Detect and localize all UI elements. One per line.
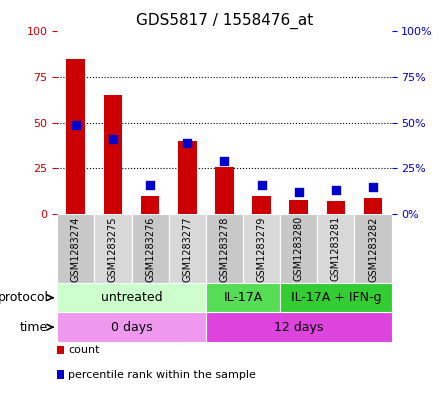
Bar: [243, 214, 280, 283]
Text: IL-17A: IL-17A: [224, 291, 263, 304]
Point: [72, 121, 79, 128]
Text: untreated: untreated: [101, 291, 162, 304]
Point: [332, 187, 339, 194]
Bar: [206, 283, 280, 312]
Bar: [57, 312, 206, 342]
Bar: [355, 214, 392, 283]
Point: [147, 182, 154, 188]
Point: [370, 184, 377, 190]
Bar: [206, 214, 243, 283]
Text: GSM1283279: GSM1283279: [257, 216, 267, 282]
Bar: [252, 196, 271, 214]
Bar: [215, 167, 234, 214]
Bar: [206, 312, 392, 342]
Bar: [364, 198, 382, 214]
Text: GSM1283275: GSM1283275: [108, 216, 118, 282]
Bar: [280, 214, 317, 283]
Point: [258, 182, 265, 188]
Point: [221, 158, 228, 164]
Text: GSM1283276: GSM1283276: [145, 216, 155, 282]
Text: GSM1283281: GSM1283281: [331, 216, 341, 281]
Bar: [94, 214, 132, 283]
Bar: [132, 214, 169, 283]
Bar: [57, 283, 206, 312]
Text: protocol: protocol: [0, 291, 48, 304]
Text: GSM1283280: GSM1283280: [294, 216, 304, 281]
Bar: [178, 141, 197, 214]
Text: 0 days: 0 days: [111, 321, 152, 334]
Point: [184, 140, 191, 146]
Bar: [290, 200, 308, 214]
Bar: [104, 95, 122, 214]
Text: 12 days: 12 days: [274, 321, 323, 334]
Text: GSM1283282: GSM1283282: [368, 216, 378, 282]
Text: time: time: [20, 321, 48, 334]
Point: [110, 136, 117, 142]
Text: count: count: [68, 345, 100, 355]
Text: IL-17A + IFN-g: IL-17A + IFN-g: [290, 291, 381, 304]
Text: GSM1283277: GSM1283277: [182, 216, 192, 282]
Bar: [317, 214, 355, 283]
Point: [295, 189, 302, 195]
Bar: [57, 214, 94, 283]
Text: GSM1283274: GSM1283274: [71, 216, 81, 282]
Title: GDS5817 / 1558476_at: GDS5817 / 1558476_at: [136, 13, 313, 29]
Bar: [280, 283, 392, 312]
Bar: [169, 214, 206, 283]
Bar: [326, 201, 345, 214]
Bar: [141, 196, 159, 214]
Bar: [66, 59, 85, 214]
Text: GSM1283278: GSM1283278: [220, 216, 229, 282]
Text: percentile rank within the sample: percentile rank within the sample: [68, 369, 256, 380]
